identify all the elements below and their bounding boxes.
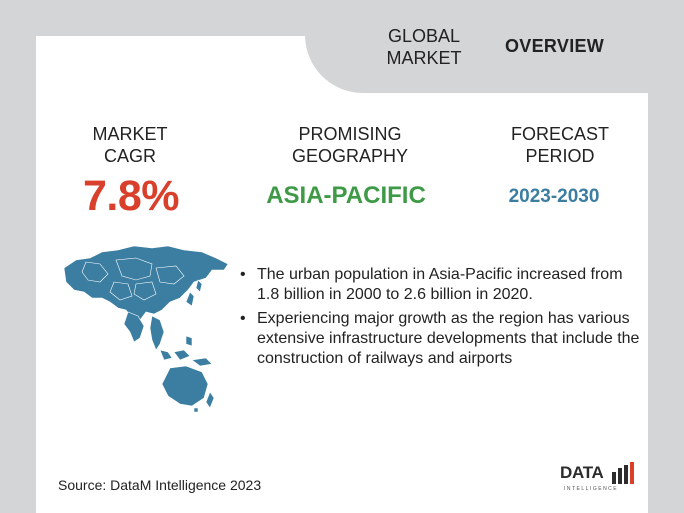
header-title-line1: GLOBAL <box>387 26 461 46</box>
stat-value-geography: ASIA-PACIFIC <box>266 182 426 209</box>
bullet-text: Experiencing major growth as the region … <box>257 310 640 367</box>
stat-label-line2: PERIOD <box>525 146 595 166</box>
bullet-list: • The urban population in Asia-Pacific i… <box>240 265 645 373</box>
stat-label-line1: PROMISING <box>298 124 402 144</box>
stat-label-forecast: FORECAST PERIOD <box>495 123 625 167</box>
bullet-symbol: • <box>240 310 246 327</box>
bullet-item: • Experiencing major growth as the regio… <box>240 309 645 369</box>
datam-logo: DATA INTELLIGENCE <box>560 462 638 498</box>
bullet-symbol: • <box>240 266 246 283</box>
bar-chart-icon <box>612 462 634 484</box>
logo-text: DATA <box>560 463 604 482</box>
stat-value-forecast: 2023-2030 <box>508 186 600 207</box>
bullet-item: • The urban population in Asia-Pacific i… <box>240 265 645 305</box>
stat-label-line1: FORECAST <box>510 124 609 144</box>
stat-value-cagr: 7.8% <box>82 172 180 220</box>
logo-subtitle: INTELLIGENCE <box>564 486 619 492</box>
source-note: Source: DataM Intelligence 2023 <box>58 477 262 493</box>
stat-label-geography: PROMISING GEOGRAPHY <box>270 123 430 167</box>
stat-label-cagr: MARKET CAGR <box>80 123 180 167</box>
header-title: GLOBAL MARKET <box>382 25 466 69</box>
asia-pacific-map-icon <box>63 245 229 412</box>
bullet-text: The urban population in Asia-Pacific inc… <box>257 266 623 303</box>
stat-label-line1: MARKET <box>92 124 168 144</box>
header-title-line2: MARKET <box>386 48 462 68</box>
header-overview: OVERVIEW <box>505 36 605 56</box>
stat-label-line2: GEOGRAPHY <box>291 146 409 166</box>
stat-label-line2: CAGR <box>103 146 156 166</box>
header-tab <box>305 0 684 93</box>
